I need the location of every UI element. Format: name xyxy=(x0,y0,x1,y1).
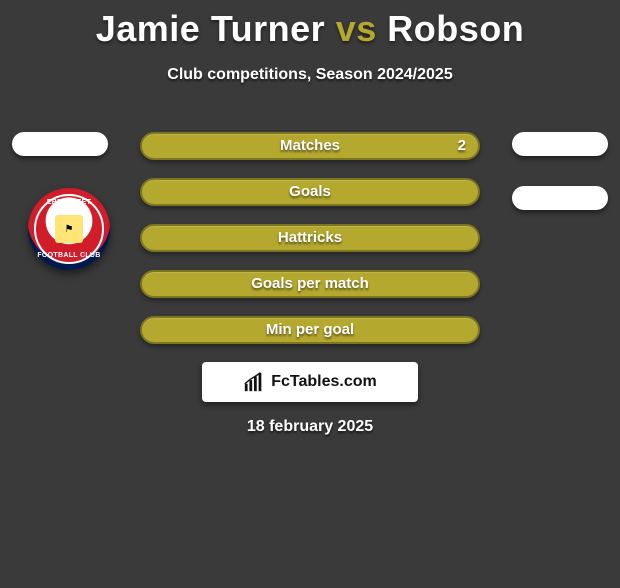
stat-row-mpg: Min per goal xyxy=(140,316,480,344)
decorative-pill-right-2 xyxy=(512,186,608,210)
stat-label: Hattricks xyxy=(142,226,478,250)
stat-label: Min per goal xyxy=(142,318,478,342)
stat-row-goals: Goals xyxy=(140,178,480,206)
title-player1: Jamie Turner xyxy=(96,8,325,49)
club-badge-inner: EBBSFLEET UNITED ⚑ FOOTBALL CLUB xyxy=(34,194,104,264)
stat-label: Matches xyxy=(142,134,478,158)
title-player2: Robson xyxy=(387,8,524,49)
stats-container: Matches 2 Goals Hattricks Goals per matc… xyxy=(140,132,480,362)
subtitle: Club competitions, Season 2024/2025 xyxy=(0,66,620,84)
stat-label: Goals per match xyxy=(142,272,478,296)
stat-row-hattricks: Hattricks xyxy=(140,224,480,252)
decorative-pill-right-1 xyxy=(512,132,608,156)
site-attribution[interactable]: FcTables.com xyxy=(202,362,418,402)
badge-crest-icon: ⚑ xyxy=(55,215,83,243)
page-title: Jamie Turner vs Robson xyxy=(0,8,620,50)
stat-value-right: 2 xyxy=(458,134,466,158)
decorative-pill-left xyxy=(12,132,108,156)
badge-text-bottom: FOOTBALL CLUB xyxy=(36,252,102,259)
stat-row-gpm: Goals per match xyxy=(140,270,480,298)
stat-row-matches: Matches 2 xyxy=(140,132,480,160)
bar-chart-icon xyxy=(243,371,265,393)
generated-date: 18 february 2025 xyxy=(0,418,620,436)
site-name: FcTables.com xyxy=(271,373,377,391)
club-badge-player1: EBBSFLEET UNITED ⚑ FOOTBALL CLUB xyxy=(28,188,110,270)
title-vs: vs xyxy=(336,8,377,49)
badge-text-top: EBBSFLEET UNITED xyxy=(36,199,102,213)
stat-label: Goals xyxy=(142,180,478,204)
